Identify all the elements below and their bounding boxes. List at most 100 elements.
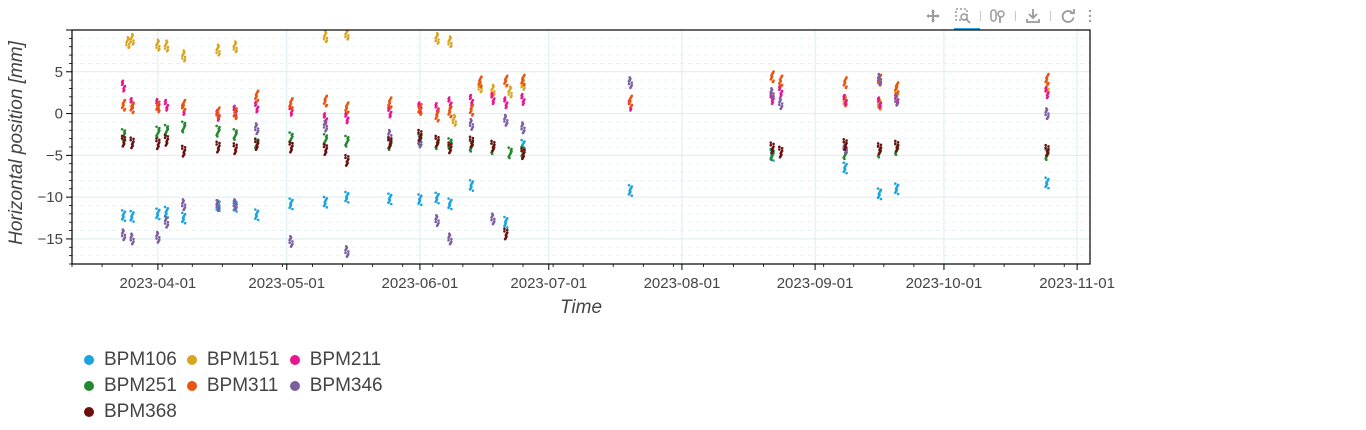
data-point-marker	[155, 234, 158, 238]
data-point-marker	[450, 237, 453, 241]
legend-item[interactable]: BPM151	[186, 348, 280, 372]
data-point-marker	[449, 115, 452, 119]
data-point-marker	[123, 219, 127, 223]
data-point-marker	[127, 42, 131, 46]
data-point	[520, 73, 526, 87]
data-point-marker	[165, 126, 169, 129]
data-point-marker	[322, 123, 326, 127]
reset-tool-button[interactable]	[1055, 5, 1081, 27]
data-point-marker	[232, 48, 236, 51]
data-point-marker	[255, 108, 259, 111]
data-point-marker	[770, 97, 774, 101]
data-point-marker	[121, 145, 125, 148]
data-point-marker	[434, 134, 438, 138]
data-point-marker	[490, 216, 493, 219]
data-point-marker	[121, 214, 125, 217]
data-point-marker	[447, 151, 451, 155]
data-point	[232, 198, 238, 212]
box-zoom-tool-button[interactable]	[950, 5, 980, 30]
data-point-marker	[627, 82, 631, 86]
data-point-marker	[503, 117, 506, 121]
data-point-marker	[780, 146, 784, 150]
data-point-marker	[770, 99, 774, 103]
data-point-marker	[468, 148, 472, 152]
legend-item[interactable]: BPM211	[289, 348, 383, 372]
data-point	[876, 96, 883, 110]
data-point-marker	[842, 170, 846, 174]
legend-item[interactable]: BPM346	[289, 374, 383, 398]
legend-item[interactable]: BPM251	[84, 374, 177, 398]
data-point-marker	[894, 150, 898, 153]
data-point	[288, 131, 294, 145]
data-point-marker	[254, 126, 257, 129]
data-point-marker	[233, 148, 237, 152]
legend-item[interactable]: BPM311	[186, 374, 280, 398]
wheel-zoom-tool-button[interactable]	[985, 5, 1011, 27]
data-point-marker	[490, 150, 494, 153]
data-point-marker	[843, 104, 847, 107]
legend-item[interactable]: BPM368	[84, 400, 177, 424]
data-point-marker	[507, 146, 511, 149]
data-point-marker	[344, 190, 347, 194]
data-point	[447, 197, 453, 211]
data-point-marker	[129, 100, 133, 104]
data-point	[254, 100, 260, 114]
data-point-marker	[778, 100, 781, 104]
data-point-marker	[215, 124, 218, 128]
data-point-marker	[471, 123, 475, 126]
move-icon	[926, 9, 940, 23]
data-point-marker	[120, 83, 124, 86]
pan-tool-button[interactable]	[920, 5, 946, 27]
data-point-marker	[417, 141, 420, 145]
data-point-marker	[215, 143, 218, 146]
data-point-marker	[447, 109, 451, 112]
data-point-marker	[155, 207, 158, 210]
data-point-marker	[255, 110, 259, 114]
data-point-marker	[387, 192, 390, 195]
data-point	[778, 97, 784, 111]
data-point-marker	[842, 156, 846, 159]
data-point-marker	[288, 241, 291, 245]
data-point-marker	[450, 207, 453, 211]
data-point	[129, 232, 135, 246]
data-point-marker	[503, 230, 506, 233]
data-point-marker	[217, 116, 221, 120]
legend-swatch	[186, 381, 197, 391]
data-point-marker	[155, 99, 158, 102]
data-point	[120, 79, 127, 93]
data-point-marker	[629, 104, 633, 108]
data-point	[507, 146, 513, 160]
data-point-marker	[163, 123, 167, 127]
data-point-marker	[232, 127, 236, 131]
data-point-marker	[163, 136, 167, 140]
data-point-marker	[520, 147, 523, 150]
data-point	[842, 76, 848, 90]
data-point-marker	[1044, 176, 1047, 180]
data-point-marker	[129, 138, 133, 142]
y-tick-label: −5	[46, 147, 63, 164]
data-point-marker	[894, 85, 898, 88]
data-point	[180, 98, 187, 112]
data-point-marker	[217, 53, 221, 57]
reset-icon	[1061, 9, 1075, 23]
data-point	[387, 136, 393, 150]
data-point	[894, 81, 900, 95]
data-point-marker	[471, 136, 475, 140]
data-point	[254, 89, 260, 103]
data-point-marker	[288, 197, 291, 200]
data-point-marker	[324, 149, 327, 153]
data-point-marker	[183, 59, 186, 63]
data-point-marker	[521, 157, 524, 161]
data-point-marker	[163, 47, 167, 50]
data-point-marker	[417, 131, 420, 134]
legend-item[interactable]: BPM106	[84, 348, 177, 372]
data-point-marker	[155, 212, 159, 216]
data-point-marker	[123, 135, 127, 139]
data-point-marker	[132, 237, 135, 241]
save-tool-button[interactable]	[1020, 5, 1046, 27]
data-point-marker	[181, 198, 185, 201]
data-point-marker	[180, 54, 184, 58]
data-point-marker	[779, 107, 783, 111]
toolbar-menu-button[interactable]	[1085, 5, 1095, 27]
data-point-marker	[491, 222, 495, 226]
